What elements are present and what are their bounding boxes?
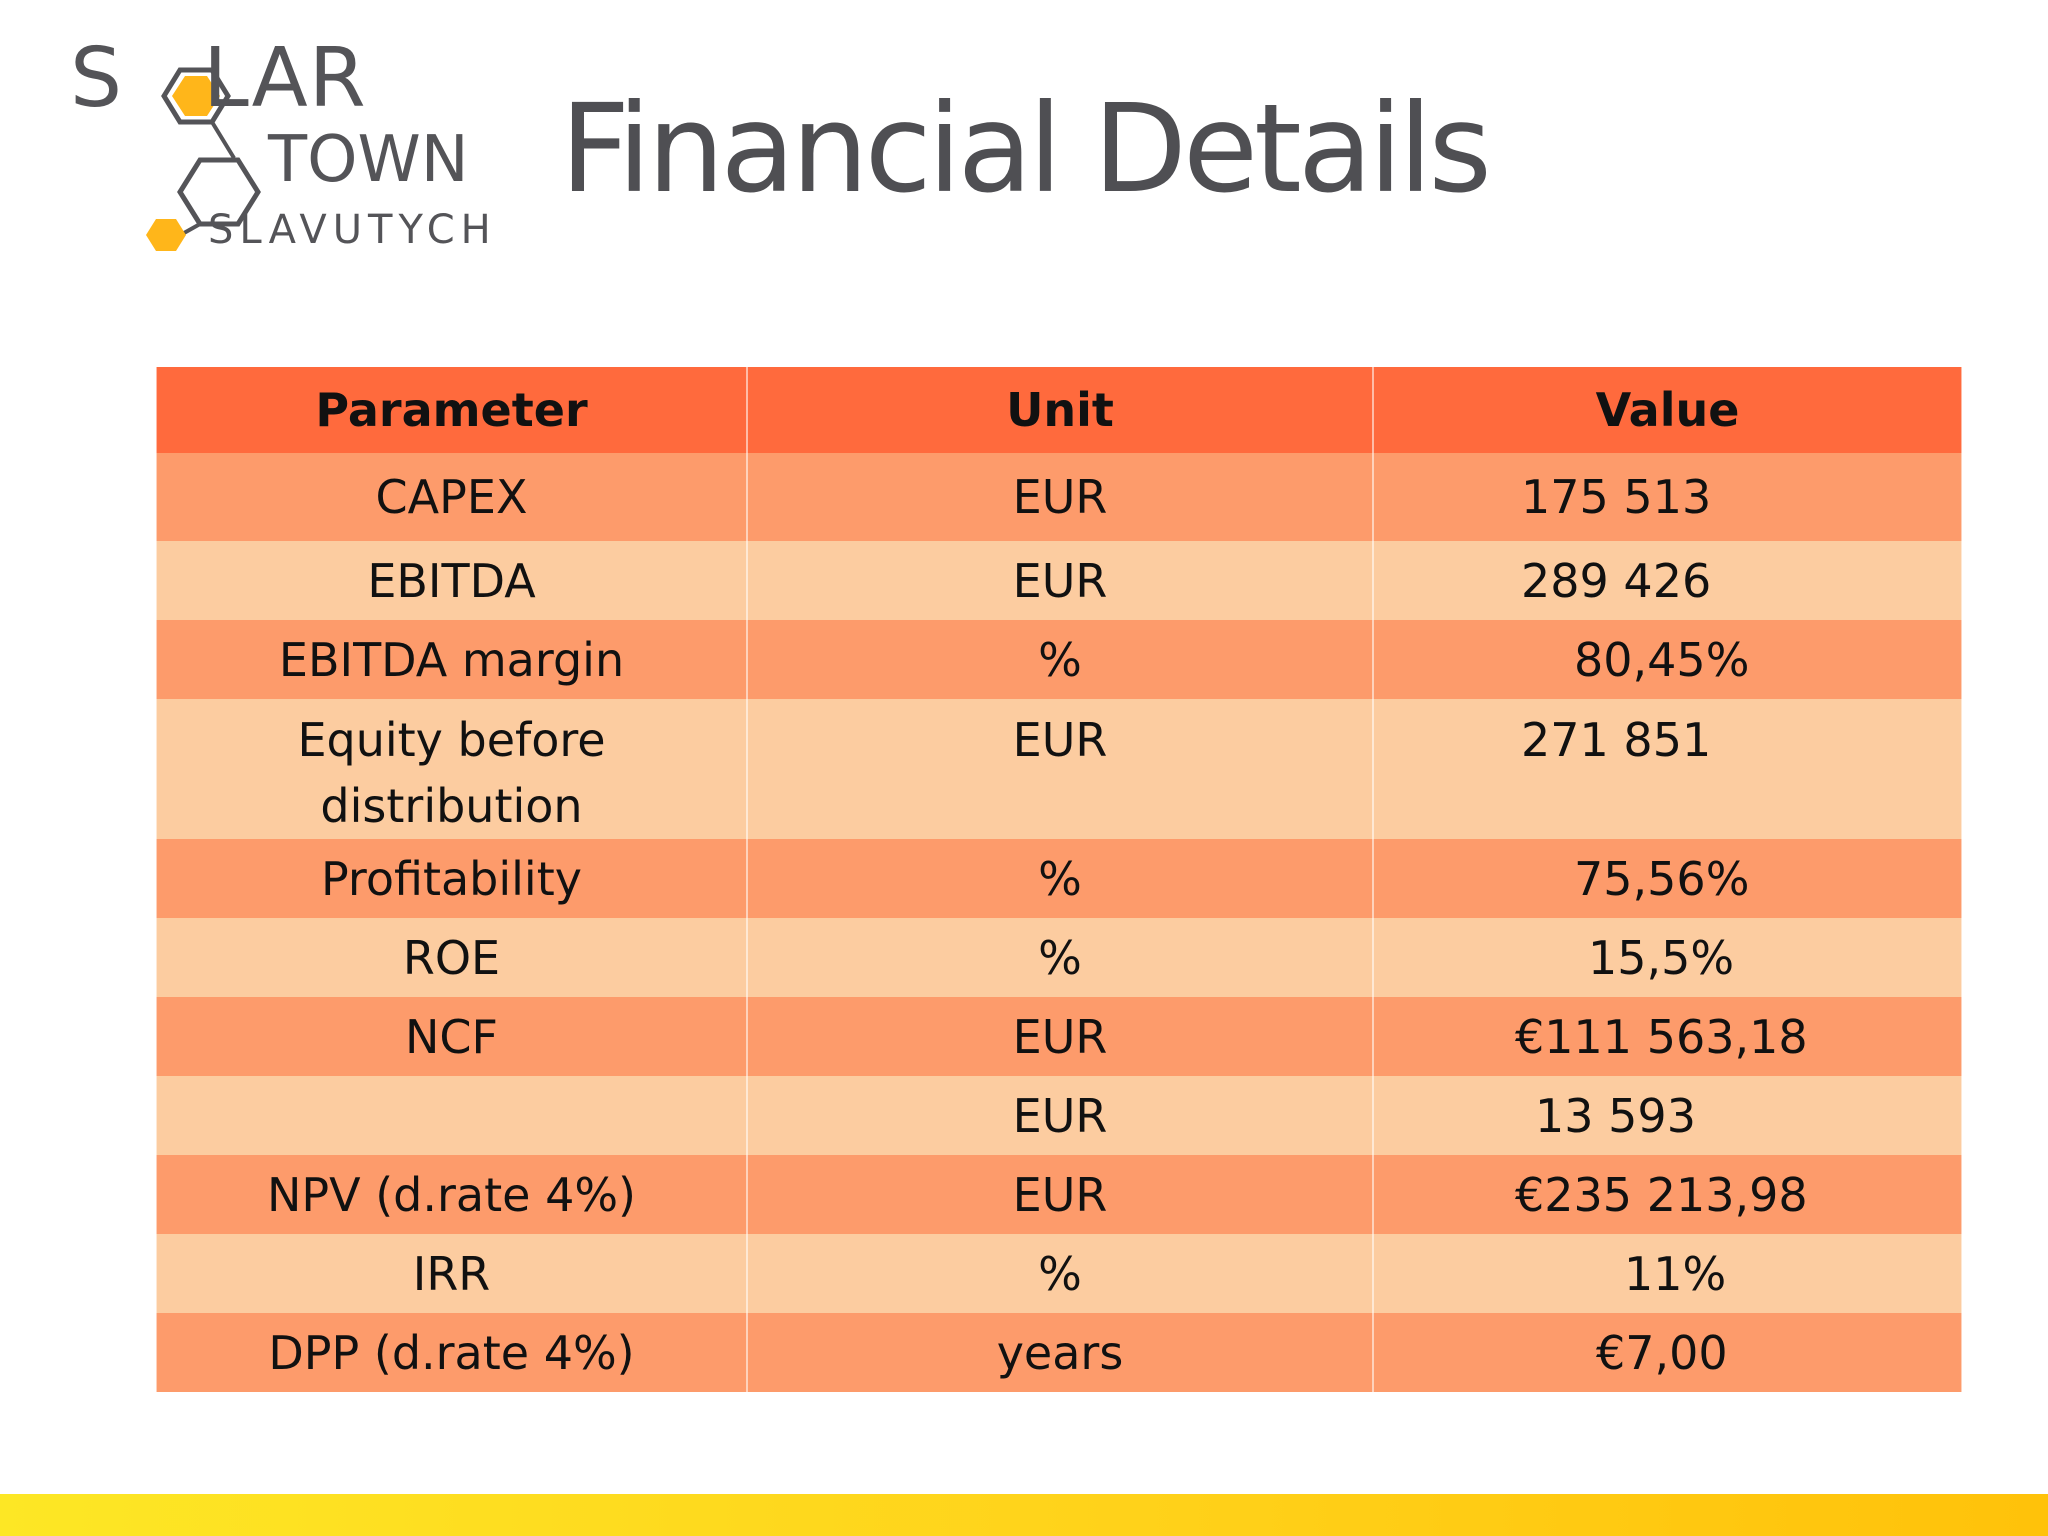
value-text: 11% — [1624, 1246, 1727, 1301]
cell-parameter: ROE — [155, 918, 748, 997]
cell-parameter: DPP (d.rate 4%) — [155, 1313, 748, 1392]
value-text: 175 513 — [1521, 470, 1712, 524]
table-row: EBITDA EUR 289 426 — [155, 541, 1963, 620]
logo-text-town: TOWN — [268, 123, 469, 197]
cell-value: 15,5% — [1372, 918, 1963, 997]
cell-unit: EUR — [746, 1076, 1374, 1155]
cell-parameter: EBITDA margin — [155, 620, 748, 699]
cell-unit: EUR — [746, 699, 1374, 839]
table-row: NPV (d.rate 4%) EUR €235 213,98 — [155, 1155, 1963, 1234]
table-row: Equity before distribution EUR 271 851 — [155, 699, 1963, 839]
table-row: ROE % 15,5% — [155, 918, 1963, 997]
value-text: €7,00 — [1596, 1325, 1728, 1380]
cell-parameter: EBITDA — [155, 541, 748, 620]
value-text: €111 563,18 — [1515, 1009, 1808, 1064]
value-text: 75,56% — [1574, 851, 1750, 906]
table-header-row: Parameter Unit Value — [155, 367, 1963, 453]
cell-value: 80,45% — [1372, 620, 1963, 699]
cell-parameter: IRR — [155, 1234, 748, 1313]
cell-unit: EUR — [746, 1155, 1374, 1234]
cell-parameter: Profitability — [155, 839, 748, 918]
column-header-parameter: Parameter — [155, 367, 748, 453]
cell-parameter — [155, 1076, 748, 1155]
value-text: 80,45% — [1574, 632, 1750, 687]
cell-value: €111 563,18 — [1372, 997, 1963, 1076]
table-row: EUR 13 593 — [155, 1076, 1963, 1155]
cell-parameter: CAPEX — [155, 453, 748, 541]
value-text: 15,5% — [1588, 930, 1735, 985]
bottom-accent-stripe — [0, 1494, 2048, 1536]
cell-value: 13 593 — [1372, 1076, 1963, 1155]
column-header-unit: Unit — [746, 367, 1374, 453]
cell-unit: EUR — [746, 541, 1374, 620]
value-text: €235 213,98 — [1515, 1167, 1808, 1222]
logo-text-slavutych: SLAVUTYCH — [208, 207, 497, 253]
table-row: Profitability % 75,56% — [155, 839, 1963, 918]
table-row: IRR % 11% — [155, 1234, 1963, 1313]
cell-value: 271 851 — [1372, 699, 1963, 839]
cell-value: 75,56% — [1372, 839, 1963, 918]
hexagon-logo-icon — [146, 67, 261, 251]
table-row: NCF EUR €111 563,18 — [155, 997, 1963, 1076]
value-text: 13 593 — [1535, 1088, 1696, 1143]
column-header-value: Value — [1372, 367, 1963, 453]
table-row: DPP (d.rate 4%) years €7,00 — [155, 1313, 1963, 1392]
logo-text-solar: S LAR — [70, 31, 367, 126]
cell-unit: EUR — [746, 997, 1374, 1076]
cell-value: €7,00 — [1372, 1313, 1963, 1392]
financial-details-table: Parameter Unit Value CAPEX EUR 175 513 E… — [155, 367, 1963, 1392]
cell-parameter: NPV (d.rate 4%) — [155, 1155, 748, 1234]
cell-unit: % — [746, 1234, 1374, 1313]
cell-parameter: NCF — [155, 997, 748, 1076]
cell-parameter: Equity before distribution — [155, 699, 748, 839]
cell-unit: EUR — [746, 453, 1374, 541]
cell-value: 175 513 — [1372, 453, 1963, 541]
cell-unit: years — [746, 1313, 1374, 1392]
cell-unit: % — [746, 620, 1374, 699]
cell-unit: % — [746, 918, 1374, 997]
page-title: Financial Details — [560, 78, 1492, 220]
value-text: 289 426 — [1521, 553, 1712, 608]
cell-value: €235 213,98 — [1372, 1155, 1963, 1234]
value-text: 271 851 — [1521, 713, 1712, 767]
cell-unit: % — [746, 839, 1374, 918]
cell-value: 289 426 — [1372, 541, 1963, 620]
solar-town-logo: S LAR TOWN SLAVUTYCH — [60, 30, 491, 270]
table-row: EBITDA margin % 80,45% — [155, 620, 1963, 699]
cell-value: 11% — [1372, 1234, 1963, 1313]
table-row: CAPEX EUR 175 513 — [155, 453, 1963, 541]
